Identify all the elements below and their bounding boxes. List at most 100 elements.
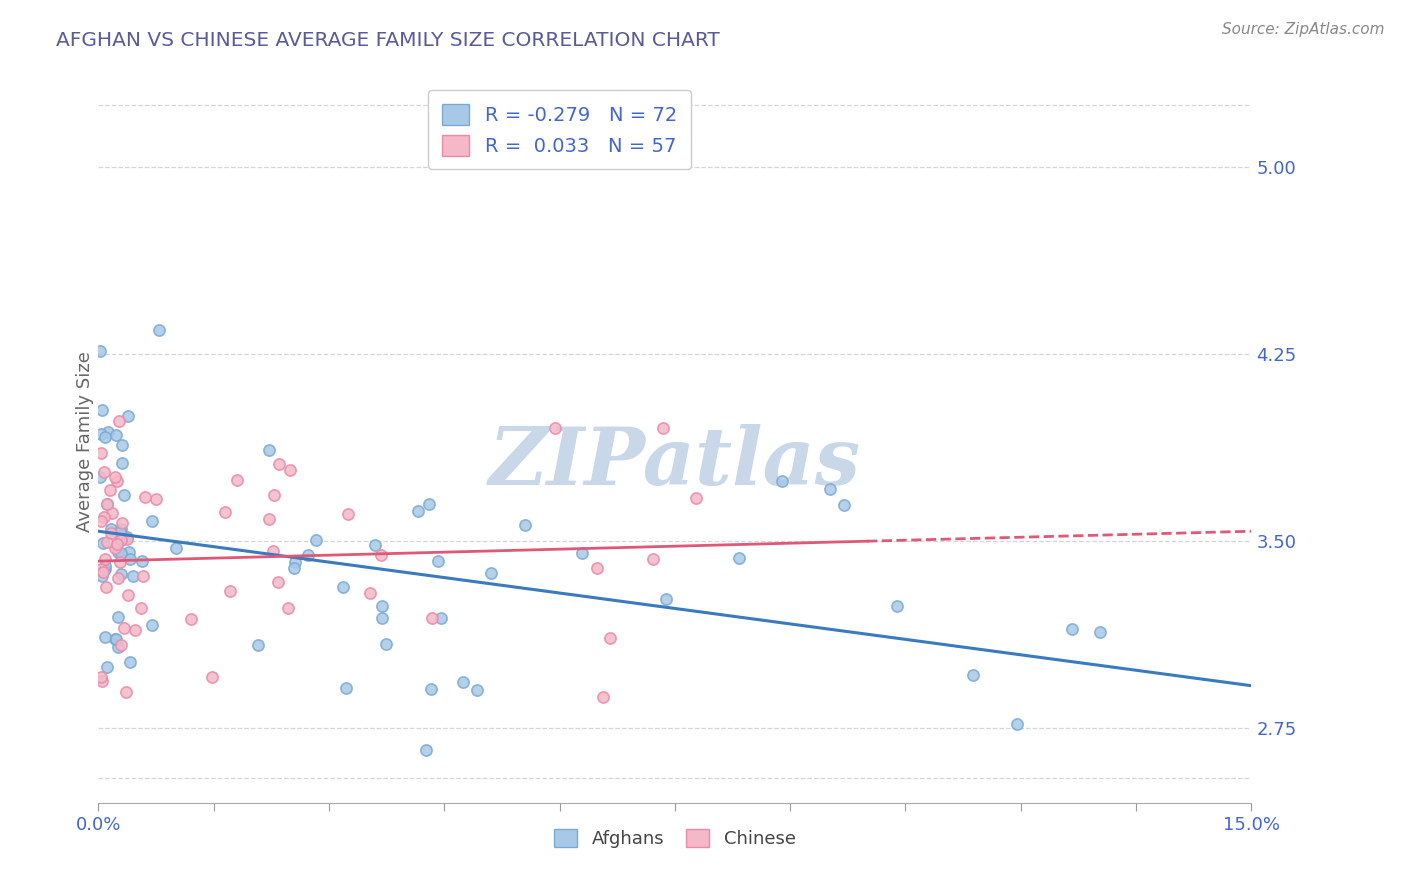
Point [1088, 624, 1111, 639]
Point [111, 516, 134, 530]
Point [120, 655, 142, 669]
Point [257, 442, 280, 457]
Point [134, 490, 156, 504]
Point [96, 580, 118, 594]
Point [962, 667, 984, 681]
Point [96, 535, 118, 549]
Point [651, 421, 673, 435]
Point [114, 685, 136, 699]
Point [219, 584, 242, 599]
Point [96, 497, 118, 511]
Point [107, 610, 129, 624]
Point [90, 569, 112, 583]
Point [420, 682, 443, 697]
Point [110, 522, 132, 536]
Point [89, 470, 111, 484]
Point [120, 551, 142, 566]
Point [132, 569, 155, 583]
Point [364, 538, 387, 552]
Point [112, 488, 135, 502]
Point [104, 427, 127, 442]
Point [370, 548, 392, 562]
Point [100, 526, 122, 541]
Point [93, 562, 115, 576]
Point [107, 545, 129, 559]
Point [93, 630, 115, 644]
Text: ZIPatlas: ZIPatlas [489, 425, 860, 502]
Point [408, 504, 430, 518]
Point [141, 617, 163, 632]
Point [107, 640, 129, 654]
Point [654, 591, 676, 606]
Point [214, 505, 236, 519]
Point [1005, 717, 1028, 731]
Point [262, 543, 284, 558]
Point [91, 565, 114, 579]
Point [465, 682, 488, 697]
Point [420, 610, 443, 624]
Point [246, 638, 269, 652]
Point [93, 465, 115, 479]
Point [375, 637, 398, 651]
Point [117, 544, 139, 558]
Point [90, 446, 112, 460]
Point [111, 456, 134, 470]
Point [93, 552, 115, 566]
Point [571, 546, 593, 560]
Point [117, 588, 139, 602]
Point [820, 483, 842, 497]
Point [107, 537, 129, 551]
Point [96, 659, 118, 673]
Point [278, 463, 301, 477]
Point [335, 681, 357, 696]
Point [110, 546, 132, 560]
Point [479, 566, 502, 581]
Point [263, 487, 285, 501]
Point [104, 541, 127, 556]
Point [641, 551, 664, 566]
Point [1060, 622, 1083, 636]
Point [117, 532, 139, 546]
Point [131, 554, 153, 568]
Point [832, 498, 855, 512]
Point [371, 599, 394, 614]
Point [91, 536, 114, 550]
Point [98, 483, 121, 497]
Point [426, 554, 449, 568]
Point [105, 475, 128, 489]
Point [89, 344, 111, 359]
Point [283, 560, 305, 574]
Point [415, 742, 437, 756]
Point [267, 457, 290, 471]
Point [108, 414, 131, 428]
Point [124, 624, 146, 638]
Point [148, 323, 170, 337]
Point [90, 402, 112, 417]
Point [117, 409, 139, 423]
Text: AFGHAN VS CHINESE AVERAGE FAMILY SIZE CORRELATION CHART: AFGHAN VS CHINESE AVERAGE FAMILY SIZE CO… [56, 31, 720, 50]
Point [332, 580, 354, 594]
Point [418, 497, 440, 511]
Point [110, 533, 132, 548]
Point [112, 621, 135, 635]
Point [93, 559, 115, 574]
Point [201, 670, 224, 684]
Point [91, 674, 114, 689]
Point [297, 548, 319, 562]
Point [543, 421, 565, 435]
Point [110, 566, 132, 581]
Point [180, 612, 202, 626]
Point [104, 470, 127, 484]
Point [165, 541, 187, 556]
Y-axis label: Average Family Size: Average Family Size [76, 351, 94, 532]
Point [90, 514, 112, 528]
Point [371, 611, 394, 625]
Point [108, 555, 131, 569]
Point [359, 586, 381, 600]
Point [145, 491, 167, 506]
Point [225, 473, 247, 487]
Legend: Afghans, Chinese: Afghans, Chinese [547, 822, 803, 855]
Point [121, 569, 143, 583]
Point [451, 674, 474, 689]
Point [90, 670, 112, 684]
